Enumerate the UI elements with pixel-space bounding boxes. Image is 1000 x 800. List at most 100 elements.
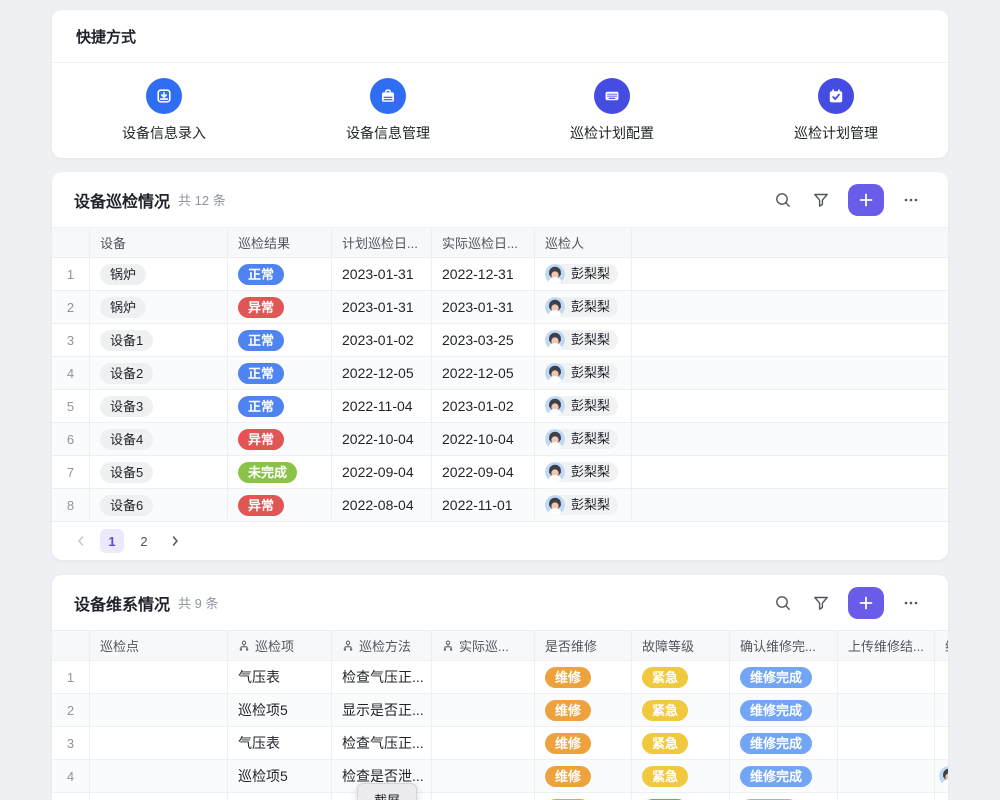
filter-icon[interactable] bbox=[806, 588, 836, 618]
table-row[interactable]: 7 设备5 未完成 2022-09-04 2022-09-04 彭梨梨 bbox=[52, 456, 948, 489]
status-badge: 紧急 bbox=[642, 699, 689, 721]
row-number: 3 bbox=[52, 324, 90, 356]
status-cell: 正常 bbox=[228, 324, 332, 356]
status-cell: 维修 bbox=[535, 793, 632, 800]
more-icon[interactable] bbox=[896, 185, 926, 215]
filter-icon[interactable] bbox=[806, 185, 836, 215]
add-record-button[interactable] bbox=[848, 183, 884, 216]
status-cell: 重要 bbox=[632, 793, 730, 800]
text-cell: 显示是否正... bbox=[332, 793, 432, 800]
table-row[interactable]: 5 设备3 正常 2022-11-04 2023-01-02 彭梨梨 bbox=[52, 390, 948, 423]
empty-cell bbox=[838, 793, 935, 800]
column-header-label: 巡检点 bbox=[100, 639, 140, 654]
table-row[interactable]: 4 设备2 正常 2022-12-05 2022-12-05 彭梨梨 bbox=[52, 357, 948, 390]
status-badge: 维修 bbox=[545, 666, 592, 688]
search-icon[interactable] bbox=[768, 185, 798, 215]
status-badge: 维修完成 bbox=[740, 699, 813, 721]
shortcut-device-manage[interactable]: 设备信息管理 bbox=[276, 78, 500, 143]
status-badge: 重要 bbox=[642, 798, 689, 800]
text-cell: 2022-09-04 bbox=[432, 456, 535, 488]
column-header[interactable]: 故障等级 bbox=[632, 631, 730, 660]
column-header[interactable]: 是否维修 bbox=[535, 631, 632, 660]
device-cell: 设备1 bbox=[90, 324, 228, 356]
page-button-1[interactable]: 1 bbox=[100, 529, 124, 553]
person-chip: 彭梨梨 bbox=[545, 330, 619, 350]
row-number-header bbox=[52, 228, 90, 257]
column-header[interactable]: 确认维修完... bbox=[730, 631, 838, 660]
status-cell: 维修 bbox=[535, 694, 632, 726]
empty-cell bbox=[90, 661, 228, 693]
empty-cell bbox=[632, 324, 948, 356]
more-icon[interactable] bbox=[896, 588, 926, 618]
column-header[interactable]: 巡检项 bbox=[228, 631, 332, 660]
table-row[interactable]: 6 设备4 异常 2022-10-04 2022-10-04 彭梨梨 bbox=[52, 423, 948, 456]
status-badge: 维修 bbox=[545, 732, 592, 754]
column-header[interactable]: 上传维修结... bbox=[838, 631, 935, 660]
device-tag: 设备3 bbox=[100, 395, 154, 417]
text-cell: 检查气压正... bbox=[332, 727, 432, 759]
text-cell: 气压表 bbox=[228, 661, 332, 693]
empty-cell bbox=[90, 694, 228, 726]
column-header-label: 是否维修 bbox=[545, 639, 598, 654]
inspection-card-header: 设备巡检情况 共 12 条 bbox=[52, 172, 948, 227]
inspection-toolbar bbox=[768, 183, 926, 216]
column-header[interactable]: 巡检结果 bbox=[228, 228, 332, 257]
prev-page-button[interactable] bbox=[70, 530, 92, 552]
row-number: 8 bbox=[52, 489, 90, 521]
text-cell: 检查气压正... bbox=[332, 661, 432, 693]
shortcut-plan-config[interactable]: 巡检计划配置 bbox=[500, 78, 724, 143]
device-cell: 设备3 bbox=[90, 390, 228, 422]
device-tag: 锅炉 bbox=[100, 296, 147, 318]
column-header[interactable]: 设备 bbox=[90, 228, 228, 257]
column-header[interactable]: 实际巡... bbox=[432, 631, 535, 660]
text-cell: 2023-01-31 bbox=[332, 258, 432, 290]
device-tag: 设备6 bbox=[100, 494, 154, 516]
person-chip: 彭梨梨 bbox=[545, 264, 619, 284]
column-header[interactable]: 巡检方法 bbox=[332, 631, 432, 660]
column-header[interactable]: 巡检人 bbox=[535, 228, 632, 257]
status-badge: 异常 bbox=[238, 494, 285, 516]
column-header-label: 确认维修完... bbox=[740, 639, 816, 654]
table-row[interactable]: 2 锅炉 异常 2023-01-31 2023-01-31 彭梨梨 bbox=[52, 291, 948, 324]
column-header-label: 故障等级 bbox=[642, 639, 695, 654]
shortcut-plan-manage[interactable]: 巡检计划管理 bbox=[724, 78, 948, 143]
column-header[interactable]: 巡检点 bbox=[90, 631, 228, 660]
table-row[interactable]: 2 巡检项5 显示是否正... 维修 紧急 维修完成 bbox=[52, 694, 948, 727]
person-cell: 彭梨梨 bbox=[535, 324, 632, 356]
person-cell: 彭梨梨 bbox=[535, 258, 632, 290]
lookup-icon bbox=[343, 640, 353, 651]
device-cell: 设备2 bbox=[90, 357, 228, 389]
shortcut-label: 设备信息录入 bbox=[122, 125, 206, 141]
table-row[interactable]: 3 气压表 检查气压正... 维修 紧急 维修完成 bbox=[52, 727, 948, 760]
column-header-label: 上传维修结... bbox=[848, 639, 924, 654]
column-header[interactable]: 计划巡检日... bbox=[332, 228, 432, 257]
table-row[interactable]: 8 设备6 异常 2022-08-04 2022-11-01 彭梨梨 bbox=[52, 489, 948, 522]
column-header[interactable]: 维... bbox=[935, 631, 948, 660]
empty-cell bbox=[935, 793, 948, 800]
text-cell: 2023-01-31 bbox=[432, 291, 535, 323]
search-icon[interactable] bbox=[768, 588, 798, 618]
status-badge: 紧急 bbox=[642, 765, 689, 787]
row-number-header bbox=[632, 228, 948, 257]
status-cell: 正常 bbox=[228, 390, 332, 422]
add-record-button[interactable] bbox=[848, 586, 884, 619]
table-row[interactable]: 3 设备1 正常 2023-01-02 2023-03-25 彭梨梨 bbox=[52, 324, 948, 357]
row-number: 3 bbox=[52, 727, 90, 759]
inspection-table-body: 1 锅炉 正常 2023-01-31 2022-12-31 彭梨梨 2 锅炉 异常 2023-01… bbox=[52, 258, 948, 522]
status-badge: 异常 bbox=[238, 296, 285, 318]
device-tag: 设备1 bbox=[100, 329, 154, 351]
shortcut-device-entry[interactable]: 设备信息录入 bbox=[52, 78, 276, 143]
status-cell: 异常 bbox=[228, 423, 332, 455]
status-badge: 正常 bbox=[238, 263, 285, 285]
next-page-button[interactable] bbox=[164, 530, 186, 552]
device-cell: 设备4 bbox=[90, 423, 228, 455]
empty-cell bbox=[432, 760, 535, 792]
row-number: 1 bbox=[52, 661, 90, 693]
table-row[interactable]: 1 气压表 检查气压正... 维修 紧急 维修完成 bbox=[52, 661, 948, 694]
table-row[interactable]: 1 锅炉 正常 2023-01-31 2022-12-31 彭梨梨 bbox=[52, 258, 948, 291]
page-button-2[interactable]: 2 bbox=[140, 533, 148, 549]
inspection-table-header: 设备 巡检结果 计划巡检日... 实际巡检日... 巡检人 bbox=[52, 227, 948, 258]
table-row[interactable]: 4 巡检项5 检查是否泄... 维修 紧急 维修完成 bbox=[52, 760, 948, 793]
column-header[interactable]: 实际巡检日... bbox=[432, 228, 535, 257]
